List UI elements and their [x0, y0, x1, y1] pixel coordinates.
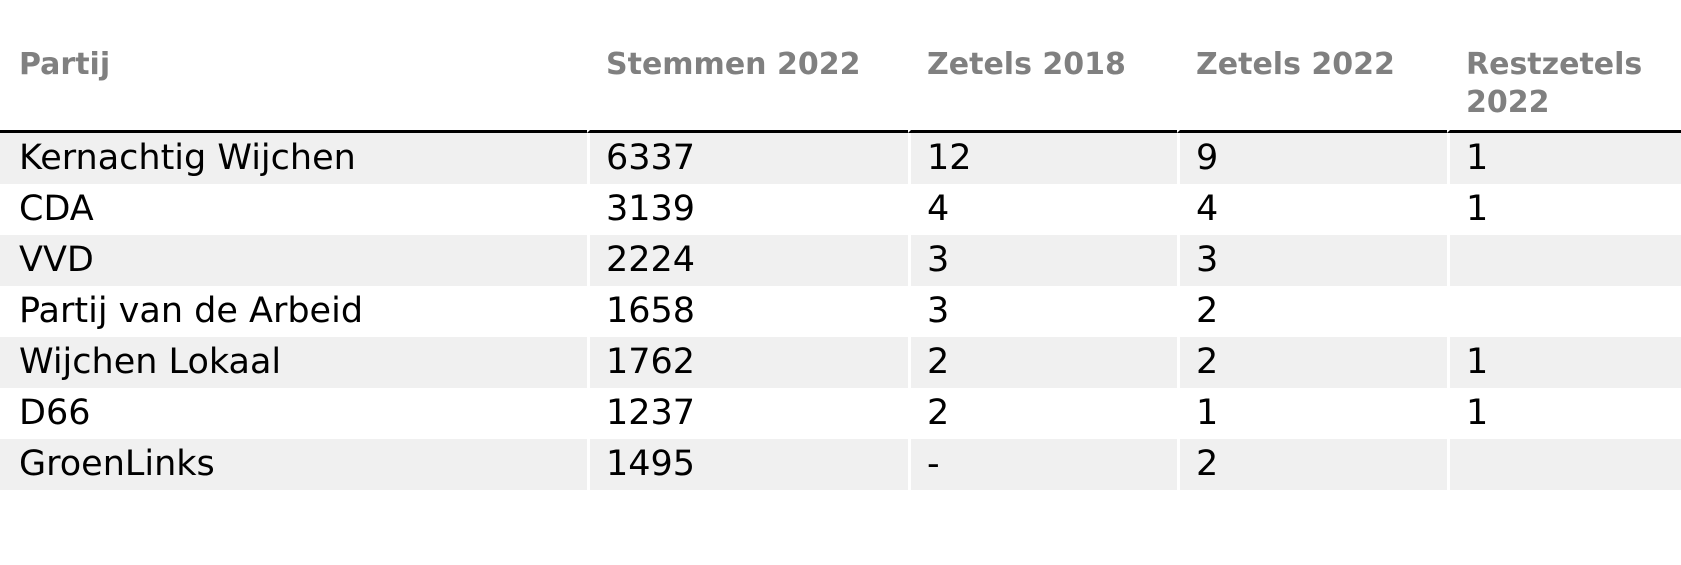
- party-cell: Kernachtig Wijchen: [0, 133, 587, 184]
- column-header-restzetels-2022: Restzetels 2022: [1447, 0, 1681, 133]
- zetels-2018-cell: -: [908, 439, 1177, 490]
- header-row: Partij Stemmen 2022 Zetels 2018 Zetels 2…: [0, 0, 1681, 133]
- stemmen-2022-cell: 2224: [587, 235, 908, 286]
- table-row: Kernachtig Wijchen 6337 12 9 1: [0, 133, 1681, 184]
- stemmen-2022-cell: 1658: [587, 286, 908, 337]
- party-cell: VVD: [0, 235, 587, 286]
- restzetels-2022-cell: 1: [1447, 337, 1681, 388]
- party-cell: GroenLinks: [0, 439, 587, 490]
- stemmen-2022-cell: 1237: [587, 388, 908, 439]
- zetels-2022-cell: 1: [1177, 388, 1447, 439]
- zetels-2022-cell: 2: [1177, 286, 1447, 337]
- restzetels-2022-cell: [1447, 439, 1681, 490]
- column-header-zetels-2022: Zetels 2022: [1177, 0, 1447, 133]
- zetels-2018-cell: 3: [908, 235, 1177, 286]
- party-cell: CDA: [0, 184, 587, 235]
- zetels-2022-cell: 4: [1177, 184, 1447, 235]
- zetels-2022-cell: 3: [1177, 235, 1447, 286]
- party-cell: Partij van de Arbeid: [0, 286, 587, 337]
- zetels-2018-cell: 3: [908, 286, 1177, 337]
- column-header-partij: Partij: [0, 0, 587, 133]
- stemmen-2022-cell: 1495: [587, 439, 908, 490]
- stemmen-2022-cell: 1762: [587, 337, 908, 388]
- party-cell: D66: [0, 388, 587, 439]
- table-row: Partij van de Arbeid 1658 3 2: [0, 286, 1681, 337]
- column-header-stemmen-2022: Stemmen 2022: [587, 0, 908, 133]
- zetels-2018-cell: 2: [908, 388, 1177, 439]
- column-header-zetels-2018: Zetels 2018: [908, 0, 1177, 133]
- table-row: D66 1237 2 1 1: [0, 388, 1681, 439]
- restzetels-2022-cell: 1: [1447, 133, 1681, 184]
- stemmen-2022-cell: 3139: [587, 184, 908, 235]
- election-results-table: Partij Stemmen 2022 Zetels 2018 Zetels 2…: [0, 0, 1681, 490]
- table-row: CDA 3139 4 4 1: [0, 184, 1681, 235]
- stemmen-2022-cell: 6337: [587, 133, 908, 184]
- restzetels-2022-cell: 1: [1447, 388, 1681, 439]
- zetels-2022-cell: 9: [1177, 133, 1447, 184]
- party-cell: Wijchen Lokaal: [0, 337, 587, 388]
- table-row: GroenLinks 1495 - 2: [0, 439, 1681, 490]
- restzetels-2022-cell: [1447, 286, 1681, 337]
- zetels-2018-cell: 2: [908, 337, 1177, 388]
- zetels-2018-cell: 12: [908, 133, 1177, 184]
- restzetels-2022-cell: [1447, 235, 1681, 286]
- restzetels-2022-cell: 1: [1447, 184, 1681, 235]
- zetels-2022-cell: 2: [1177, 439, 1447, 490]
- table-row: Wijchen Lokaal 1762 2 2 1: [0, 337, 1681, 388]
- zetels-2018-cell: 4: [908, 184, 1177, 235]
- table-row: VVD 2224 3 3: [0, 235, 1681, 286]
- zetels-2022-cell: 2: [1177, 337, 1447, 388]
